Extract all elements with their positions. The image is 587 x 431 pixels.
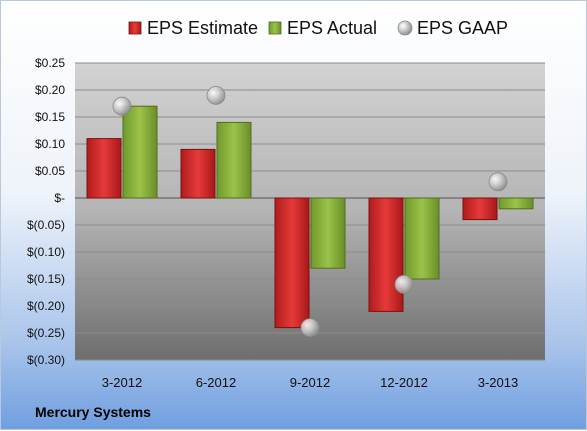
legend-label: EPS GAAP — [417, 18, 508, 38]
x-tick-label: 9-2012 — [290, 375, 330, 390]
legend-swatch — [268, 21, 282, 35]
y-tick-label: $(0.05) — [27, 218, 65, 232]
legend-label: EPS Actual — [287, 18, 377, 38]
estimate-bar — [462, 197, 498, 221]
legend-actual: EPS Actual — [268, 18, 377, 38]
y-tick-label: $(0.15) — [27, 272, 65, 286]
y-tick-label: $0.20 — [35, 83, 65, 97]
y-tick-label: $0.25 — [35, 56, 65, 70]
legend-estimate: EPS Estimate — [128, 18, 258, 38]
estimate-bar — [368, 197, 404, 312]
x-tick-label: 12-2012 — [380, 375, 428, 390]
actual-bar — [216, 121, 252, 199]
y-tick-label: $(0.30) — [27, 353, 65, 367]
gaap-point — [112, 96, 132, 116]
legend-label: EPS Estimate — [147, 18, 258, 38]
x-tick-label: 3-2012 — [102, 375, 142, 390]
legend-swatch — [397, 20, 413, 36]
estimate-bar — [86, 138, 122, 199]
y-tick-label: $(0.25) — [27, 326, 65, 340]
x-tick-label: 6-2012 — [196, 375, 236, 390]
y-tick-label: $0.05 — [35, 164, 65, 178]
actual-bar — [310, 197, 346, 269]
y-tick-label: $0.10 — [35, 137, 65, 151]
y-tick-label: $0.15 — [35, 110, 65, 124]
y-tick-label: $(0.10) — [27, 245, 65, 259]
legend-gaap: EPS GAAP — [397, 18, 508, 38]
legend-swatch — [128, 21, 142, 35]
y-tick-label: $- — [54, 191, 65, 205]
gaap-point — [394, 274, 414, 294]
estimate-bar — [180, 148, 216, 199]
actual-bar — [122, 105, 158, 199]
estimate-bar — [274, 197, 310, 329]
gaap-point — [488, 172, 508, 192]
actual-bar — [498, 197, 534, 210]
legend: EPS Estimate EPS Actual EPS GAAP — [128, 18, 508, 38]
source-label: Mercury Systems — [35, 404, 151, 420]
plot-area: $0.25 $0.20 $0.15 $0.10 $0.05 $- $(0.05) $(0.10… — [27, 56, 545, 390]
y-tick-label: $(0.20) — [27, 299, 65, 313]
gaap-point — [206, 86, 226, 105]
gaap-point — [300, 318, 320, 338]
actual-bar — [404, 197, 440, 280]
x-tick-label: 3-2013 — [478, 375, 518, 390]
